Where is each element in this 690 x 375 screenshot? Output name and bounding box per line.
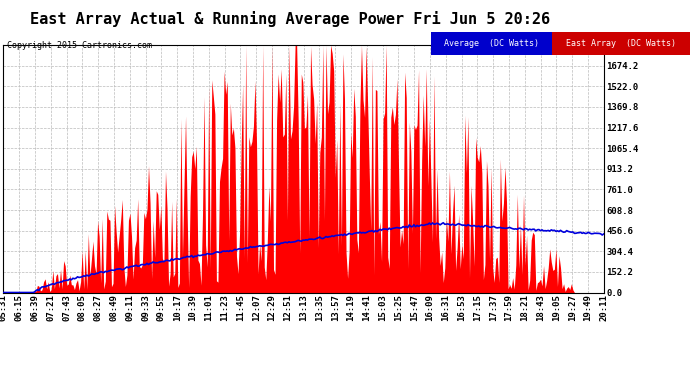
Text: Copyright 2015 Cartronics.com: Copyright 2015 Cartronics.com — [7, 41, 152, 50]
Text: East Array Actual & Running Average Power Fri Jun 5 20:26: East Array Actual & Running Average Powe… — [30, 11, 550, 27]
Text: Average  (DC Watts): Average (DC Watts) — [444, 39, 539, 48]
Text: East Array  (DC Watts): East Array (DC Watts) — [566, 39, 676, 48]
